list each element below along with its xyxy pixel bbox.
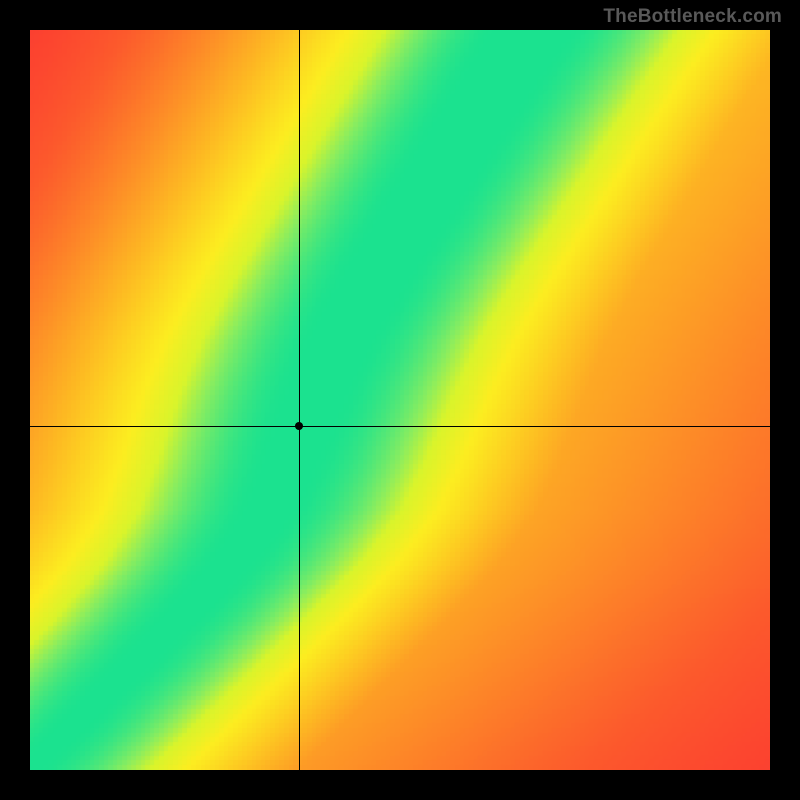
- crosshair-marker: [295, 422, 303, 430]
- crosshair-vertical: [299, 30, 300, 770]
- heatmap-plot: [30, 30, 770, 770]
- watermark-text: TheBottleneck.com: [603, 6, 782, 28]
- crosshair-horizontal: [30, 426, 770, 427]
- heatmap-canvas: [30, 30, 770, 770]
